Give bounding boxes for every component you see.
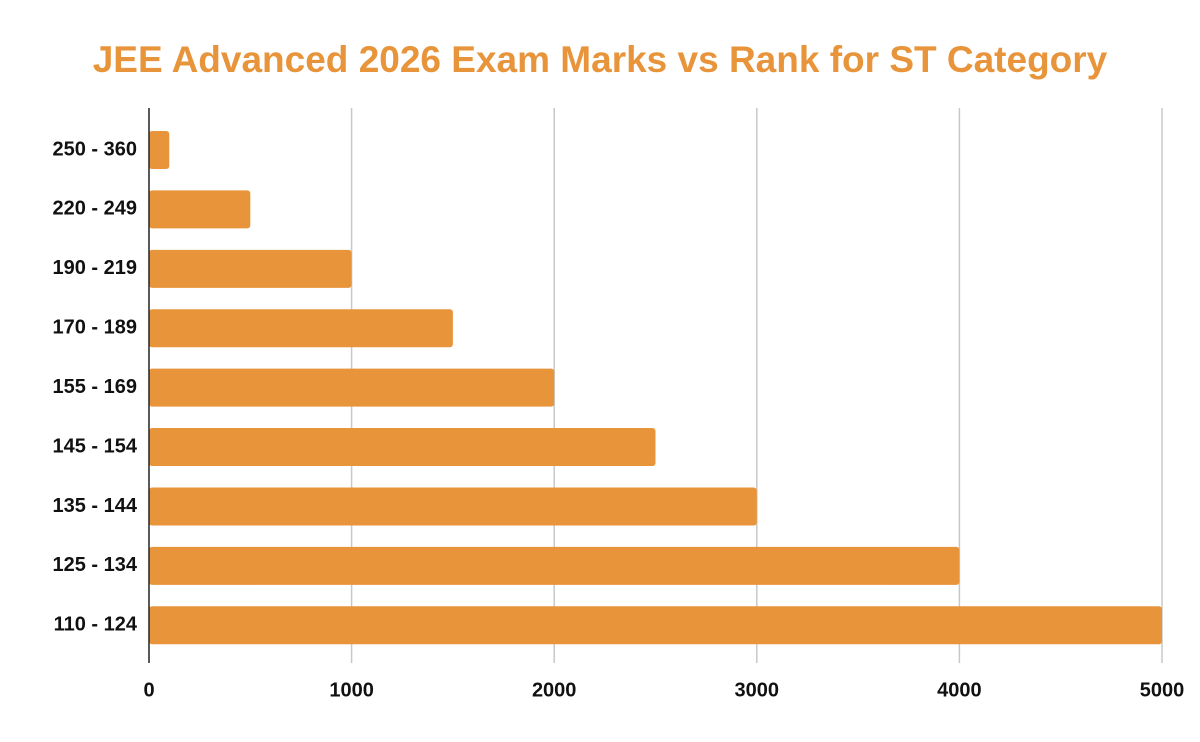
x-tick-label: 0 — [143, 679, 154, 701]
y-tick-label: 190 - 219 — [52, 257, 137, 279]
bar — [149, 428, 656, 467]
bar — [149, 606, 1162, 645]
bar — [149, 131, 170, 170]
x-tick-label: 3000 — [735, 679, 780, 701]
bar — [149, 368, 555, 407]
bar — [149, 546, 960, 585]
x-tick-label: 4000 — [937, 679, 982, 701]
chart-title: JEE Advanced 2026 Exam Marks vs Rank for… — [93, 39, 1108, 80]
y-tick-label: 170 - 189 — [52, 317, 137, 339]
y-tick-label: 220 - 249 — [52, 198, 137, 220]
y-tick-label: 125 - 134 — [52, 554, 137, 576]
y-tick-label: 250 - 360 — [52, 138, 137, 160]
bar — [149, 249, 352, 288]
bar — [149, 487, 757, 526]
bar — [149, 190, 251, 229]
x-tick-label: 5000 — [1140, 679, 1185, 701]
bar — [149, 309, 453, 348]
x-tick-label: 1000 — [329, 679, 374, 701]
y-tick-label: 110 - 124 — [54, 614, 138, 636]
y-tick-label: 145 - 154 — [52, 435, 137, 457]
y-tick-label: 135 - 144 — [52, 495, 137, 517]
y-tick-label: 155 - 169 — [52, 376, 137, 398]
x-tick-label: 2000 — [532, 679, 577, 701]
